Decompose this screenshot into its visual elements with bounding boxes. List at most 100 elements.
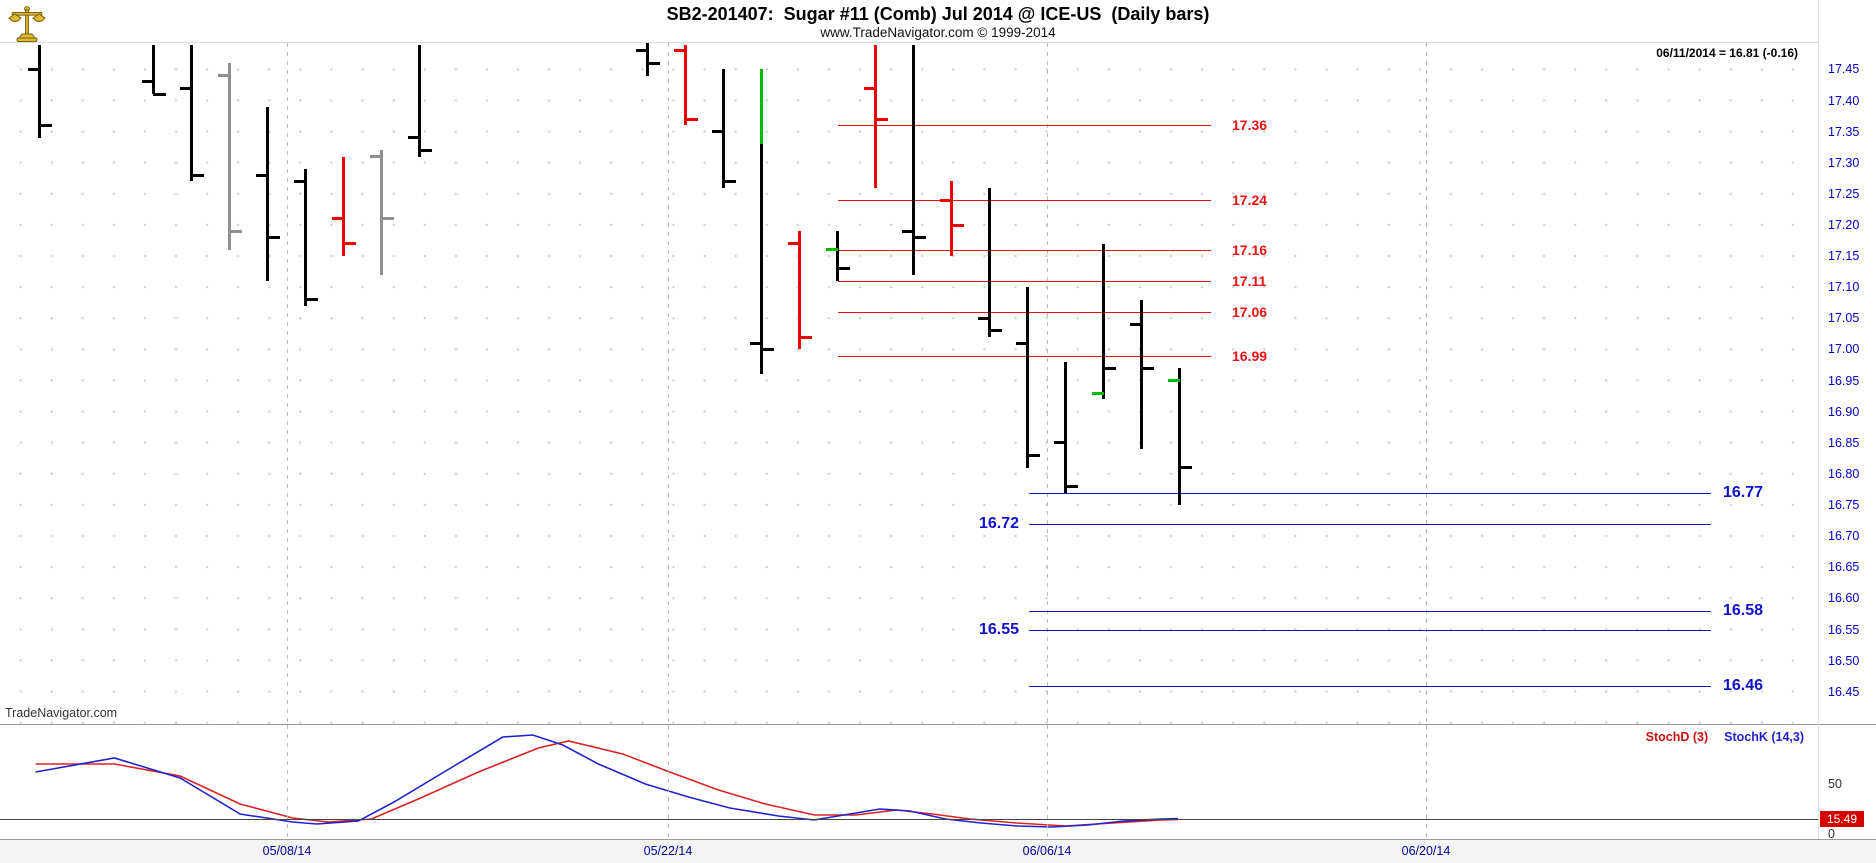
ohlc-open-tick xyxy=(27,67,40,71)
stochastic-panel[interactable]: StochD (3) StochK (14,3) xyxy=(0,725,1876,838)
ohlc-close-tick xyxy=(912,235,926,239)
price-axis-label: 16.55 xyxy=(1828,622,1860,637)
price-axis-label: 16.70 xyxy=(1828,529,1860,544)
ohlc-bar xyxy=(836,231,839,281)
price-axis-label: 17.00 xyxy=(1828,342,1860,357)
resistance-line[interactable] xyxy=(838,125,1211,127)
ohlc-open-tick xyxy=(217,74,230,78)
price-axis-label: 17.45 xyxy=(1828,62,1860,77)
vertical-gridline xyxy=(668,725,669,838)
price-axis-label: 17.20 xyxy=(1828,218,1860,232)
support-line[interactable] xyxy=(1029,523,1711,525)
ohlc-bar xyxy=(1140,299,1143,450)
stochd-line xyxy=(35,740,1179,827)
support-level-label: 16.55 xyxy=(978,620,1019,638)
ohlc-bar xyxy=(950,181,953,257)
price-axis-label: 17.10 xyxy=(1828,280,1860,295)
price-axis-label: 17.05 xyxy=(1828,311,1860,326)
ohlc-open-tick xyxy=(1015,341,1028,345)
vertical-gridline xyxy=(287,43,288,724)
ohlc-close-tick xyxy=(798,335,812,339)
support-line[interactable] xyxy=(1029,685,1711,687)
ohlc-open-tick xyxy=(369,155,382,159)
ohlc-close-tick xyxy=(304,298,318,302)
watermark: TradeNavigator.com xyxy=(5,706,118,720)
date-axis-label: 06/06/14 xyxy=(1022,844,1072,858)
ohlc-bar xyxy=(266,106,269,281)
stoch-axis-label: 0 xyxy=(1828,827,1835,841)
ohlc-bar xyxy=(152,44,155,95)
ohlc-bar xyxy=(1026,287,1029,468)
ohlc-close-tick xyxy=(722,179,736,183)
price-axis-label: 17.25 xyxy=(1828,186,1860,201)
resistance-level-label: 17.24 xyxy=(1232,192,1268,209)
ohlc-close-tick xyxy=(1102,366,1116,370)
price-axis-label: 16.45 xyxy=(1828,684,1860,699)
ohlc-open-tick xyxy=(711,130,724,134)
resistance-line[interactable] xyxy=(838,200,1211,202)
support-line[interactable] xyxy=(1029,629,1711,631)
ohlc-close-tick xyxy=(1026,453,1040,457)
stoch-current-value-badge: 15.49 xyxy=(1820,810,1864,827)
resistance-line[interactable] xyxy=(838,312,1211,314)
resistance-line[interactable] xyxy=(838,249,1211,251)
price-axis-label: 16.95 xyxy=(1828,373,1860,388)
ohlc-bar xyxy=(304,168,307,306)
vertical-gridline xyxy=(1047,725,1048,838)
ohlc-close-tick xyxy=(646,61,660,65)
ohlc-bar xyxy=(722,69,725,188)
ohlc-bar xyxy=(646,43,649,76)
support-line[interactable] xyxy=(1029,610,1711,612)
resistance-line[interactable] xyxy=(838,281,1211,283)
ohlc-close-tick xyxy=(988,329,1002,333)
price-axis-label: 17.30 xyxy=(1828,155,1860,170)
ohlc-close-tick xyxy=(152,92,166,96)
ohlc-open-tick xyxy=(255,173,268,177)
ohlc-open-tick xyxy=(635,49,648,53)
ohlc-bar xyxy=(1102,243,1105,400)
price-axis-label: 17.40 xyxy=(1828,93,1860,108)
resistance-level-label: 17.06 xyxy=(1232,304,1268,321)
ohlc-bar xyxy=(1178,368,1181,506)
resistance-line[interactable] xyxy=(838,355,1211,357)
support-level-label: 16.58 xyxy=(1723,601,1764,619)
ohlc-open-tick xyxy=(825,248,838,252)
ohlc-close-tick xyxy=(38,123,52,127)
stochk-line xyxy=(35,734,1179,828)
support-level-label: 16.46 xyxy=(1723,676,1764,694)
chart-subtitle: www.TradeNavigator.com © 1999-2014 xyxy=(820,25,1056,40)
vertical-gridline xyxy=(1047,43,1048,724)
date-axis: 05/08/14 05/22/14 06/06/14 06/20/14 xyxy=(0,839,1876,863)
support-line[interactable] xyxy=(1029,492,1711,494)
ohlc-open-tick xyxy=(787,242,800,246)
price-axis-label: 17.35 xyxy=(1828,124,1860,139)
ohlc-open-tick xyxy=(1167,379,1180,383)
ohlc-bar xyxy=(874,44,877,188)
ohlc-bar xyxy=(988,187,991,338)
ohlc-close-tick xyxy=(228,229,242,233)
ohlc-open-tick xyxy=(141,80,154,84)
ohlc-open-tick xyxy=(901,229,914,233)
ohlc-bar xyxy=(684,44,687,126)
ohlc-open-tick xyxy=(673,49,686,53)
ohlc-open-tick xyxy=(863,86,876,90)
ohlc-close-tick xyxy=(418,148,432,152)
ohlc-bar xyxy=(912,44,915,275)
resistance-level-label: 17.11 xyxy=(1232,273,1267,290)
ohlc-close-tick xyxy=(380,217,394,221)
ohlc-bar xyxy=(342,156,345,257)
ohlc-open-tick xyxy=(1053,441,1066,445)
resistance-level-label: 16.99 xyxy=(1232,347,1268,364)
resistance-level-label: 17.16 xyxy=(1232,241,1268,258)
ohlc-open-tick xyxy=(179,86,192,90)
ohlc-open-tick xyxy=(749,341,762,345)
ohlc-bar xyxy=(380,150,383,275)
price-axis-label: 16.50 xyxy=(1828,653,1860,668)
panel-separator xyxy=(0,724,1876,725)
price-axis: 17.45 17.40 17.35 17.30 17.25 17.20 17.15 17.10… xyxy=(1818,0,1876,863)
ohlc-open-tick xyxy=(939,198,952,202)
chart-title: SB2-201407: Sugar #11 (Comb) Jul 2014 @ … xyxy=(666,4,1210,24)
ohlc-close-tick xyxy=(1140,366,1154,370)
main-chart[interactable]: 17.36 17.24 17.16 17.11 17.06 16.99 16.77 16.72… xyxy=(0,43,1818,724)
